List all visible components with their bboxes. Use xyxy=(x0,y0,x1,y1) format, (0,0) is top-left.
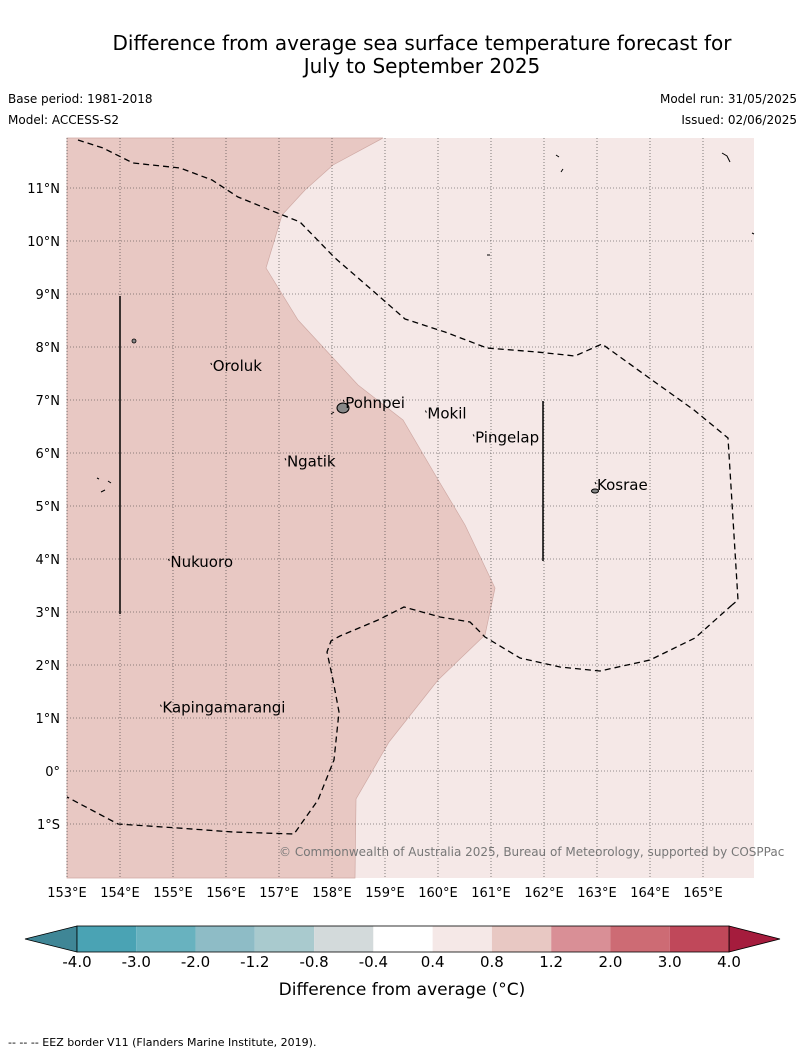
place-label: Pohnpei xyxy=(345,394,405,412)
colorbar-tick-label: 0.8 xyxy=(479,953,504,971)
colorbar-tick-label: 2.0 xyxy=(598,953,623,971)
colorbar-cell xyxy=(551,926,611,952)
atoll-marks-misc xyxy=(330,232,755,415)
lat-tick-label: 0° xyxy=(45,765,60,780)
lat-tick-label: 3°N xyxy=(36,606,61,621)
small-island xyxy=(131,338,137,344)
colorbar-cell xyxy=(314,926,374,952)
colorbar-cell xyxy=(373,926,433,952)
lon-tick-label: 165°E xyxy=(683,886,723,901)
place-marker xyxy=(210,362,213,366)
lat-tick-label: 6°N xyxy=(36,447,61,462)
lat-tick-label: 11°N xyxy=(27,182,60,197)
colorbar-cells xyxy=(77,926,729,952)
pohnpei-island xyxy=(336,402,350,414)
colorbar-under-arrow xyxy=(24,925,78,953)
colorbar xyxy=(24,925,781,953)
colorbar-tick-label: -0.8 xyxy=(299,953,329,971)
colorbar-tick-label: 4.0 xyxy=(717,953,741,971)
place-label: Nukuoro xyxy=(170,553,233,571)
lon-tick-label: 156°E xyxy=(206,886,246,901)
islands xyxy=(96,152,755,494)
lon-tick-label: 160°E xyxy=(418,886,458,901)
kosrae-island xyxy=(591,488,599,494)
map-frame xyxy=(66,137,754,879)
lon-tick-label: 153°E xyxy=(47,886,87,901)
model-run: Model run: 31/05/2025 xyxy=(659,92,797,106)
colorbar-cell xyxy=(136,926,196,952)
lat-tick-label: 4°N xyxy=(36,553,61,568)
place-marker xyxy=(167,558,170,562)
eez-footnote: -- -- -- EEZ border V11 (Flanders Marine… xyxy=(8,1036,317,1049)
colorbar-cell xyxy=(669,926,729,952)
eez-line-kosrae-south xyxy=(66,604,733,835)
lat-tick-label: 1°N xyxy=(36,712,61,727)
colorbar-outline xyxy=(76,925,730,953)
issued-date: Issued: 02/06/2025 xyxy=(681,113,797,127)
place-marker xyxy=(284,458,287,461)
colorbar-cell xyxy=(77,926,137,952)
colorbar-tick-label: 0.4 xyxy=(420,953,445,971)
colorbar-tick-label: -0.4 xyxy=(358,953,388,971)
lon-tick-label: 162°E xyxy=(524,886,564,901)
lat-tick-label: 2°N xyxy=(36,659,61,674)
lat-tick-label: 7°N xyxy=(36,394,61,409)
lon-tick-label: 154°E xyxy=(100,886,140,901)
title-line-2: July to September 2025 xyxy=(303,54,541,78)
colorbar-tick-label: -2.0 xyxy=(180,953,211,971)
colorbar-tick-label: -4.0 xyxy=(62,953,92,971)
lat-tick-label: 5°N xyxy=(36,500,61,515)
lon-tick-label: 159°E xyxy=(365,886,405,901)
colorbar-cell xyxy=(254,926,315,952)
colorbar-tick-label: -3.0 xyxy=(121,953,151,971)
colorbar-cell xyxy=(432,926,492,952)
colorbar-label: Difference from average (°C) xyxy=(278,980,526,1000)
meridian-boundaries xyxy=(119,296,544,614)
place-marker xyxy=(159,704,162,707)
place-label: Pingelap xyxy=(475,428,539,446)
base-period: Base period: 1981-2018 xyxy=(8,92,153,106)
lon-tick-label: 155°E xyxy=(153,886,193,901)
place-label: Mokil xyxy=(427,405,466,423)
lon-tick-label: 161°E xyxy=(471,886,511,901)
lon-tick-label: 164°E xyxy=(630,886,670,901)
colorbar-cell xyxy=(195,926,255,952)
place-label: Ngatik xyxy=(287,452,336,470)
place-marker xyxy=(342,399,345,403)
colorbar-over-arrow xyxy=(728,925,781,953)
atoll-marks-west xyxy=(96,477,112,493)
model-name: Model: ACCESS-S2 xyxy=(8,113,120,127)
place-label: Oroluk xyxy=(213,357,262,375)
place-labels: Oroluk Pohnpei Mokil Pingelap Ngatik Kosrae Nu… xyxy=(159,357,648,717)
place-marker xyxy=(594,481,597,485)
title-line-1: Difference from average sea surface temp… xyxy=(112,31,732,55)
eez-border xyxy=(66,139,739,835)
place-label: Kapingamarangi xyxy=(162,699,285,717)
copyright-credit: © Commonwealth of Australia 2025, Bureau… xyxy=(279,845,785,859)
lat-tick-label: 9°N xyxy=(36,288,61,303)
longitude-labels: 153°E 154°E 155°E 156°E 157°E 158°E 159°E 160°E… xyxy=(47,886,723,901)
latitude-labels: 11°N 10°N 9°N 8°N 7°N 6°N 5°N 4°N 3°N 2°N 1°N 0° 1°S xyxy=(27,182,60,833)
atoll-marks-north xyxy=(555,152,731,173)
lon-tick-label: 158°E xyxy=(312,886,352,901)
chart-title: Difference from average sea surface temp… xyxy=(0,32,804,78)
colorbar-tick-label: 1.2 xyxy=(539,953,564,971)
lat-tick-label: 10°N xyxy=(27,235,60,250)
lat-tick-label: 8°N xyxy=(36,341,61,356)
eez-line-north xyxy=(77,139,739,606)
colorbar-cell xyxy=(491,926,552,952)
place-marker xyxy=(424,410,427,413)
place-marker xyxy=(472,434,475,437)
lat-tick-label: 1°S xyxy=(37,818,60,833)
lon-tick-label: 157°E xyxy=(259,886,299,901)
colorbar-tick-label: 3.0 xyxy=(657,953,682,971)
colorbar-cell xyxy=(610,926,670,952)
warm-anomaly-region xyxy=(66,137,496,879)
lon-tick-label: 163°E xyxy=(577,886,617,901)
colorbar-tick-label: -1.2 xyxy=(240,953,270,971)
place-label: Kosrae xyxy=(597,476,648,494)
